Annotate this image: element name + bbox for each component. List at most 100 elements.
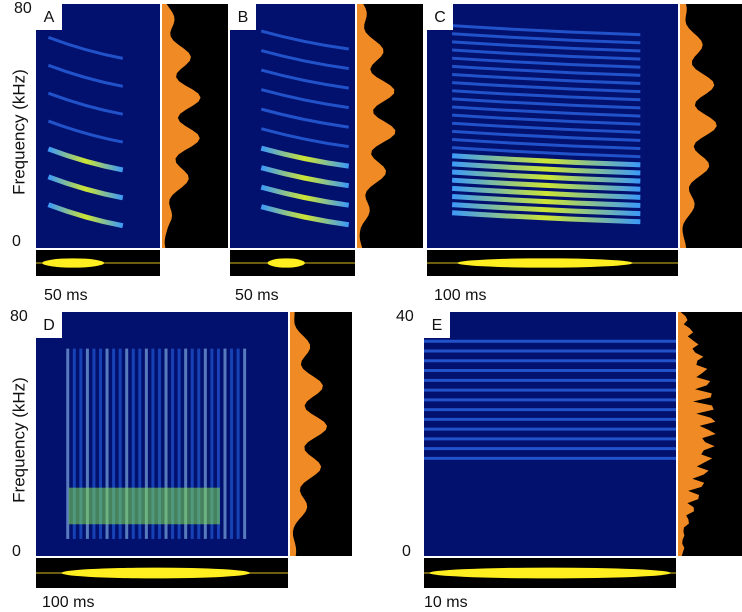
- harmonic: [452, 146, 641, 159]
- harmonic: [452, 97, 641, 110]
- marginal-spectrum: [290, 312, 328, 556]
- y-min: 0: [12, 233, 21, 250]
- harmonic: [452, 32, 641, 45]
- stripe: [184, 348, 188, 539]
- stripe: [112, 348, 116, 539]
- harmonic: [452, 121, 641, 134]
- y-max: 80: [14, 0, 32, 17]
- marginal-spectrum: [357, 4, 396, 248]
- stripe: [66, 348, 70, 539]
- stripe: [118, 348, 122, 539]
- y-min: 0: [12, 543, 21, 560]
- harmonic: [452, 129, 641, 142]
- panel-label-box: [230, 4, 256, 30]
- y-max: 80: [10, 308, 28, 325]
- stripe: [230, 348, 234, 539]
- harmonic: [260, 49, 349, 71]
- stripe: [125, 348, 129, 539]
- waveform: [429, 567, 671, 579]
- harmonic: [451, 185, 641, 200]
- stripe: [210, 348, 214, 539]
- panel-label: E: [432, 317, 443, 334]
- harmonic: [47, 119, 124, 144]
- harmonic: [260, 184, 350, 208]
- harmonic: [451, 169, 641, 184]
- stripe: [171, 348, 175, 539]
- stripe: [164, 348, 168, 539]
- harmonic: [47, 36, 124, 60]
- harmonic: [260, 127, 349, 149]
- harmonic: [452, 72, 641, 85]
- stripe: [223, 348, 227, 539]
- stripe: [79, 348, 83, 539]
- waveform: [61, 567, 251, 579]
- scale-bar: 10 ms: [424, 594, 468, 611]
- stripe: [72, 348, 76, 539]
- harmonic: [452, 81, 641, 94]
- panel-label: A: [44, 9, 55, 26]
- marginal-spectrum: [678, 312, 716, 556]
- harmonic: [451, 161, 641, 176]
- harmonic: [451, 202, 641, 217]
- waveform: [42, 258, 105, 268]
- harmonic: [452, 24, 641, 37]
- y-axis-label: Frequency (kHz): [9, 377, 28, 503]
- harmonic: [260, 29, 349, 51]
- panel-label-box: [427, 4, 453, 30]
- scale-bar: 100 ms: [42, 594, 94, 611]
- panel-label-box: [424, 312, 450, 338]
- harmonic: [47, 202, 124, 229]
- energy: [68, 487, 220, 525]
- stripe: [190, 348, 194, 539]
- scale-bar: 50 ms: [44, 287, 88, 304]
- panel-label: B: [238, 9, 249, 26]
- stripe: [85, 348, 89, 539]
- scale-bar: 100 ms: [434, 287, 486, 304]
- harmonic: [452, 89, 641, 102]
- spectrograms: [36, 4, 742, 588]
- stripe: [203, 348, 207, 539]
- stripe: [138, 348, 142, 539]
- harmonic: [260, 204, 350, 228]
- panel-label: C: [434, 9, 446, 26]
- harmonic: [452, 113, 641, 126]
- waveform: [267, 258, 305, 268]
- stripe: [157, 348, 161, 539]
- panel-label: D: [43, 317, 55, 334]
- stripe: [99, 348, 102, 539]
- harmonic: [47, 174, 124, 201]
- harmonic: [451, 177, 641, 192]
- harmonic: [451, 210, 641, 225]
- marginal-spectrum: [162, 4, 201, 248]
- harmonic: [47, 146, 124, 173]
- y-max: 40: [396, 308, 414, 325]
- harmonic: [260, 68, 349, 90]
- harmonic: [47, 63, 124, 88]
- harmonic: [452, 105, 641, 118]
- panel-label-box: [36, 4, 62, 30]
- stripe: [131, 348, 135, 539]
- stripe: [151, 348, 155, 539]
- stripe: [236, 348, 240, 539]
- stripe: [177, 348, 181, 539]
- marginal-spectrum: [680, 4, 717, 248]
- harmonic: [47, 91, 124, 116]
- waveform: [457, 258, 633, 268]
- harmonic: [452, 56, 641, 69]
- stripe: [216, 348, 220, 539]
- harmonic: [452, 48, 641, 61]
- scale-bar: 50 ms: [235, 287, 279, 304]
- harmonic: [452, 40, 641, 53]
- harmonic: [260, 145, 350, 169]
- harmonic: [260, 88, 349, 110]
- stripe: [105, 348, 109, 539]
- y-min: 0: [402, 543, 411, 560]
- harmonic: [260, 107, 349, 129]
- stripe: [144, 348, 148, 539]
- harmonic: [452, 138, 641, 151]
- harmonic: [451, 193, 641, 208]
- y-axis-label: Frequency (kHz): [9, 69, 28, 195]
- stripe: [197, 348, 201, 539]
- stripe: [243, 348, 247, 539]
